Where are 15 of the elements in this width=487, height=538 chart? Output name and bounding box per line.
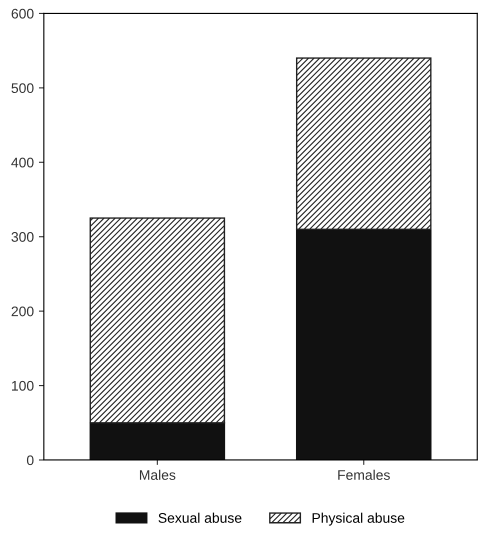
y-tick-label: 0: [26, 455, 34, 466]
y-tick-label: 500: [11, 83, 34, 94]
bar: [90, 422, 226, 460]
bar: [296, 228, 432, 460]
y-tick-label: 300: [11, 232, 34, 242]
x-tick-label: Males: [140, 470, 176, 480]
y-tick-label: 100: [12, 380, 34, 391]
bar: [296, 57, 432, 230]
x-tick-label: Females: [338, 470, 390, 480]
y-tick-label: 600: [12, 8, 34, 19]
y-tick-label: 200: [12, 306, 34, 316]
legend-label: Physical abuse: [312, 512, 404, 526]
y-tick-label: 400: [11, 158, 34, 168]
legend-label: Sexual abuse: [158, 512, 242, 523]
bar: [90, 217, 226, 424]
